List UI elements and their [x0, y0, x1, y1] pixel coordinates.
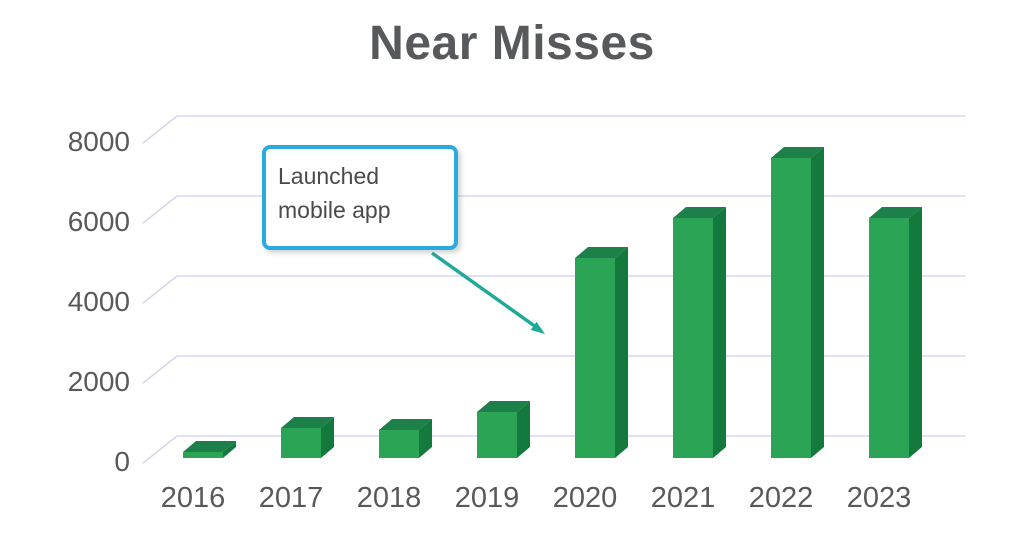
bar-2016-top	[183, 441, 236, 452]
bar-2023	[869, 218, 909, 458]
bar-2020-top	[575, 247, 628, 258]
y-tick-label-4000: 4000	[68, 286, 130, 317]
bar-2016	[183, 452, 223, 458]
bar-2019-side	[517, 401, 530, 458]
y-tick-label-6000: 6000	[68, 206, 130, 237]
bar-2019-top	[477, 401, 530, 412]
bar-2023-side	[909, 207, 922, 458]
gridline-4000	[142, 275, 965, 304]
bar-2021-top	[673, 207, 726, 218]
callout-annotation: Launched mobile app	[262, 145, 458, 250]
bar-2016-side	[223, 441, 236, 458]
x-tick-label-2016: 2016	[161, 482, 226, 514]
x-tick-label-2018: 2018	[357, 482, 422, 514]
gridline-0	[142, 435, 965, 464]
callout-annotation-text: Launched mobile app	[278, 163, 391, 223]
x-tick-label-2020: 2020	[553, 482, 618, 514]
chart-title: Near Misses	[369, 17, 655, 70]
bar-2022	[771, 158, 811, 458]
bar-2019	[477, 412, 517, 458]
bar-2017-top	[281, 417, 334, 428]
x-tick-label-2022: 2022	[749, 482, 814, 514]
y-tick-label-8000: 8000	[68, 126, 130, 157]
gridline-6000	[142, 195, 965, 224]
annotation-arrow-head	[530, 321, 545, 334]
bar-2023-top	[869, 207, 922, 218]
bar-2022-top	[771, 147, 824, 158]
y-tick-label-2000: 2000	[68, 366, 130, 397]
x-tick-label-2017: 2017	[259, 482, 324, 514]
gridline-8000	[142, 115, 965, 144]
bar-2018	[379, 430, 419, 458]
gridline-2000	[142, 355, 965, 384]
y-tick-label-0: 0	[114, 446, 130, 477]
bar-2020	[575, 258, 615, 458]
x-tick-label-2019: 2019	[455, 482, 520, 514]
bar-2018-side	[419, 419, 432, 458]
bar-2022-side	[811, 147, 824, 458]
bar-2020-side	[615, 247, 628, 458]
bar-2018-top	[379, 419, 432, 430]
bar-2017-side	[321, 417, 334, 458]
bar-2017	[281, 428, 321, 458]
bar-2021	[673, 218, 713, 458]
x-tick-label-2023: 2023	[847, 482, 912, 514]
x-tick-label-2021: 2021	[651, 482, 716, 514]
annotation-arrow-line	[430, 251, 538, 329]
bar-2021-side	[713, 207, 726, 458]
